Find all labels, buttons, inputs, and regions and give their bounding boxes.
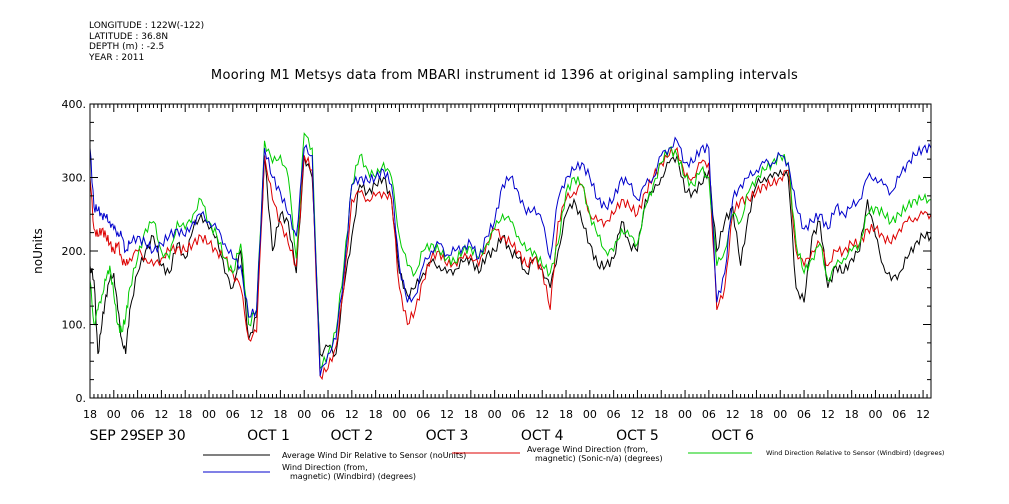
legend-label-1: Average Wind Dir Relative to Sensor (noU… <box>282 451 466 460</box>
x-tick-label: 00 <box>583 408 597 421</box>
x-tick-label: 06 <box>797 408 811 421</box>
x-tick-label: 06 <box>511 408 525 421</box>
x-tick-label: 12 <box>440 408 454 421</box>
x-tick-label: 18 <box>654 408 668 421</box>
x-tick-label: 06 <box>702 408 716 421</box>
x-tick-label: 18 <box>83 408 97 421</box>
y-tick-label: 100. <box>62 319 87 332</box>
x-tick-label: 06 <box>892 408 906 421</box>
series-line-4 <box>89 136 932 377</box>
x-date-label: OCT 1 <box>247 428 290 444</box>
x-tick-label: 12 <box>345 408 359 421</box>
metadata-block: LONGITUDE : 122W(-122) LATITUDE : 36.8N … <box>89 21 204 63</box>
x-tick-label: 18 <box>178 408 192 421</box>
series-layer <box>89 132 932 381</box>
y-tick-label: 400. <box>62 98 87 111</box>
x-tick-label: 00 <box>773 408 787 421</box>
x-tick-label: 12 <box>916 408 930 421</box>
x-tick-label: 00 <box>392 408 406 421</box>
y-tick-label: 0. <box>76 392 87 405</box>
x-tick-label: 06 <box>226 408 240 421</box>
x-date-label: SEP 30 <box>137 428 185 444</box>
x-tick-label: 06 <box>416 408 430 421</box>
ticks-layer: 0. 100. 200. 300. 400. 18 00 06 12 18 00 06 12 18 00 06… <box>62 98 932 444</box>
legend: Average Wind Dir Relative to Sensor (noU… <box>203 445 944 481</box>
series-line-2 <box>89 146 932 381</box>
x-tick-label: 12 <box>154 408 168 421</box>
legend-label-2: Average Wind Direction (from, magnetic) (… <box>527 445 663 463</box>
x-tick-label: 06 <box>321 408 335 421</box>
x-tick-label: 06 <box>131 408 145 421</box>
x-tick-label: 12 <box>250 408 264 421</box>
y-tick-label: 200. <box>62 245 87 258</box>
x-tick-label: 12 <box>821 408 835 421</box>
x-date-label: OCT 5 <box>616 428 659 444</box>
x-tick-label: 12 <box>726 408 740 421</box>
legend-label-3: Wind Direction Relative to Sensor (Windb… <box>766 449 944 457</box>
x-tick-label: 18 <box>749 408 763 421</box>
x-tick-label: 00 <box>107 408 121 421</box>
x-tick-label: 06 <box>607 408 621 421</box>
legend-label-4: Wind Direction (from, magnetic) (Windbird… <box>282 463 416 481</box>
x-date-label: OCT 2 <box>330 428 373 444</box>
x-tick-label: 00 <box>868 408 882 421</box>
x-date-label: OCT 6 <box>711 428 754 444</box>
meta-latitude: LATITUDE : 36.8N <box>89 31 169 42</box>
x-tick-label: 00 <box>202 408 216 421</box>
meta-depth: DEPTH (m) : -2.5 <box>89 42 165 52</box>
series-line-3 <box>89 132 932 371</box>
meta-longitude: LONGITUDE : 122W(-122) <box>89 21 205 31</box>
x-tick-label: 18 <box>464 408 478 421</box>
y-axis-label: noUnits <box>31 228 45 274</box>
chart-title: Mooring M1 Metsys data from MBARI instru… <box>210 68 799 83</box>
x-tick-label: 12 <box>630 408 644 421</box>
series-line-1 <box>89 155 932 358</box>
x-date-label: OCT 4 <box>521 428 564 444</box>
x-tick-label: 00 <box>297 408 311 421</box>
x-tick-label: 18 <box>845 408 859 421</box>
x-tick-label: 00 <box>678 408 692 421</box>
x-tick-label: 00 <box>488 408 502 421</box>
x-tick-label: 18 <box>559 408 573 421</box>
y-tick-label: 300. <box>62 172 87 185</box>
x-date-label: SEP 29 <box>90 428 138 444</box>
x-tick-label: 12 <box>535 408 549 421</box>
x-tick-label: 18 <box>273 408 287 421</box>
meta-year: YEAR : 2011 <box>89 52 145 63</box>
x-date-label: OCT 3 <box>426 428 469 444</box>
x-tick-label: 18 <box>369 408 383 421</box>
